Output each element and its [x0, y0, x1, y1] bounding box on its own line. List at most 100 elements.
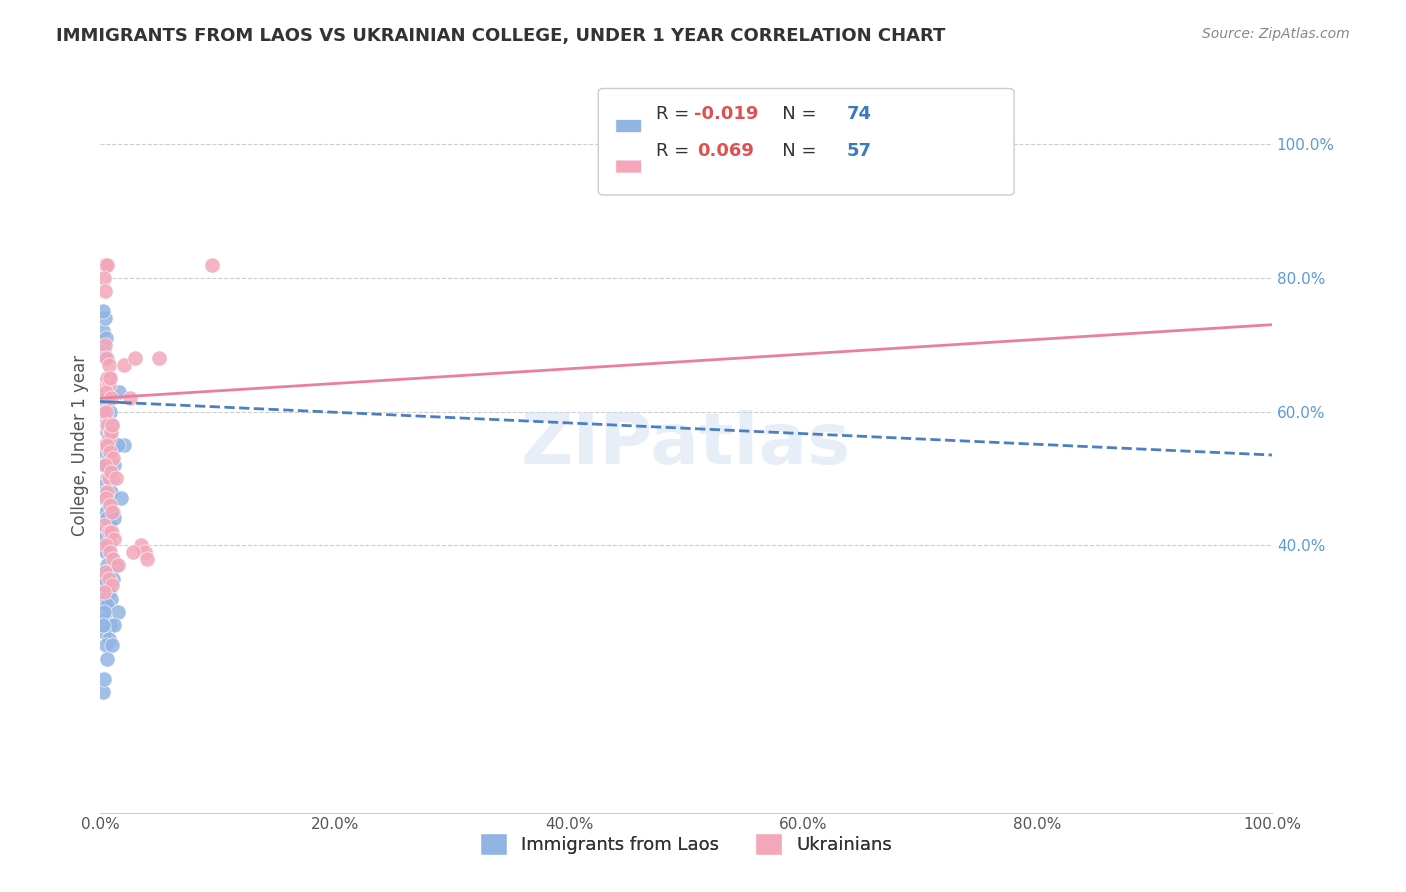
Point — [124, 351, 146, 365]
Point — [94, 612, 117, 626]
Point — [122, 545, 145, 559]
Point — [96, 505, 118, 519]
Point — [96, 391, 118, 405]
Point — [100, 391, 122, 405]
Point — [131, 538, 153, 552]
Point — [90, 258, 112, 272]
FancyBboxPatch shape — [616, 120, 641, 133]
Point — [103, 451, 125, 466]
Point — [107, 558, 129, 573]
Point — [93, 444, 115, 458]
Point — [94, 311, 117, 326]
Point — [91, 325, 114, 339]
Point — [93, 398, 115, 412]
Point — [136, 551, 159, 566]
Point — [101, 417, 124, 432]
Point — [97, 371, 120, 385]
Point — [98, 565, 121, 579]
Point — [97, 377, 120, 392]
Point — [100, 425, 122, 439]
Point — [100, 484, 122, 499]
Point — [98, 498, 121, 512]
Point — [103, 532, 125, 546]
Point — [93, 491, 115, 506]
Point — [103, 458, 125, 472]
Point — [98, 404, 121, 418]
Point — [96, 471, 118, 485]
Point — [101, 417, 124, 432]
Point — [97, 471, 120, 485]
Point — [96, 484, 118, 499]
Point — [96, 258, 118, 272]
Point — [96, 458, 118, 472]
Point — [96, 411, 118, 425]
Point — [91, 377, 114, 392]
Point — [112, 438, 135, 452]
Point — [94, 258, 117, 272]
Point — [94, 438, 117, 452]
Point — [96, 371, 118, 385]
Point — [96, 438, 118, 452]
Point — [97, 431, 120, 445]
Point — [100, 465, 122, 479]
Text: -0.019: -0.019 — [695, 105, 759, 123]
Point — [103, 511, 125, 525]
Point — [101, 471, 124, 485]
Point — [98, 444, 121, 458]
Point — [98, 425, 121, 439]
Point — [93, 271, 115, 285]
Point — [98, 518, 121, 533]
Point — [94, 524, 117, 539]
Point — [93, 532, 115, 546]
Point — [94, 384, 117, 399]
Point — [94, 438, 117, 452]
Point — [97, 524, 120, 539]
Point — [201, 258, 224, 272]
Text: R =: R = — [655, 142, 695, 160]
Point — [100, 431, 122, 445]
Point — [96, 591, 118, 606]
Point — [97, 538, 120, 552]
Point — [94, 484, 117, 499]
Point — [94, 337, 117, 351]
Point — [134, 545, 156, 559]
Point — [98, 545, 121, 559]
Point — [96, 438, 118, 452]
Point — [94, 478, 117, 492]
Point — [93, 518, 115, 533]
Point — [107, 438, 129, 452]
Text: 0.069: 0.069 — [696, 142, 754, 160]
Point — [94, 572, 117, 586]
Point — [104, 471, 127, 485]
Y-axis label: College, Under 1 year: College, Under 1 year — [72, 354, 89, 535]
Point — [97, 471, 120, 485]
Point — [93, 404, 115, 418]
Point — [100, 444, 122, 458]
Point — [97, 358, 120, 372]
Point — [96, 511, 118, 525]
Point — [96, 258, 118, 272]
Point — [98, 431, 121, 445]
Text: 57: 57 — [846, 142, 872, 160]
Point — [97, 498, 120, 512]
Point — [97, 451, 120, 466]
Point — [96, 425, 118, 439]
Point — [148, 351, 170, 365]
Text: IMMIGRANTS FROM LAOS VS UKRAINIAN COLLEGE, UNDER 1 YEAR CORRELATION CHART: IMMIGRANTS FROM LAOS VS UKRAINIAN COLLEG… — [56, 27, 946, 45]
Text: Source: ZipAtlas.com: Source: ZipAtlas.com — [1202, 27, 1350, 41]
Point — [96, 491, 118, 506]
Point — [98, 371, 121, 385]
Point — [103, 572, 125, 586]
Point — [91, 258, 114, 272]
Point — [94, 458, 117, 472]
Point — [101, 505, 124, 519]
Point — [100, 551, 122, 566]
Point — [97, 572, 120, 586]
Point — [97, 585, 120, 599]
Point — [107, 605, 129, 619]
Point — [96, 384, 118, 399]
Point — [91, 618, 114, 632]
Point — [104, 558, 127, 573]
FancyBboxPatch shape — [616, 160, 641, 173]
Point — [96, 404, 118, 418]
